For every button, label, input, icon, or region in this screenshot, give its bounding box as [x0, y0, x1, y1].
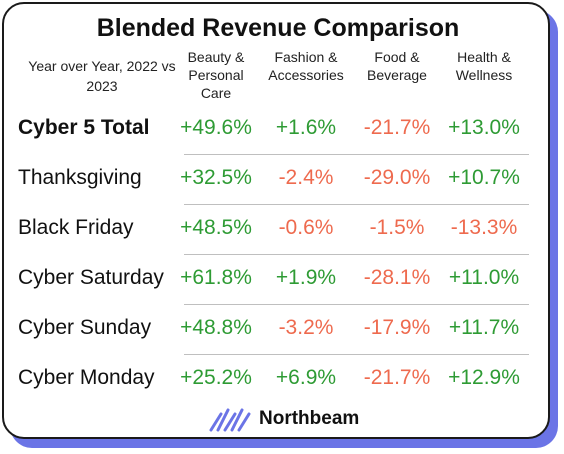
- value-cell: -17.9%: [363, 316, 431, 339]
- table-row: Cyber Monday +25.2% +6.9% -21.7% +12.9%: [4, 356, 552, 406]
- value-cell: -13.3%: [450, 216, 518, 239]
- northbeam-logo: Northbeam: [209, 404, 359, 434]
- value-cell: -1.5%: [369, 216, 425, 239]
- row-label: Black Friday: [18, 216, 134, 239]
- column-header: Fashion & Accessories: [268, 49, 344, 83]
- column-header: Food & Beverage: [367, 49, 427, 83]
- comparison-card: Blended Revenue Comparison Year over Yea…: [2, 2, 550, 439]
- row-label: Cyber Monday: [18, 366, 155, 389]
- chart-title: Blended Revenue Comparison: [96, 14, 460, 42]
- value-cell: +10.7%: [448, 166, 520, 189]
- table-row: Thanksgiving +32.5% -2.4% -29.0% +10.7%: [4, 156, 552, 206]
- value-cell: -2.4%: [278, 166, 334, 189]
- row-label: Cyber 5 Total: [18, 116, 150, 139]
- row-label: Thanksgiving: [18, 166, 142, 189]
- row-divider: [184, 304, 529, 305]
- row-divider: [184, 254, 529, 255]
- value-cell: +1.6%: [275, 116, 337, 139]
- row-divider: [184, 204, 529, 205]
- table-row: Cyber Saturday +61.8% +1.9% -28.1% +11.0%: [4, 256, 552, 306]
- value-cell: +48.5%: [180, 216, 252, 239]
- chart-subtitle: Year over Year, 2022 vs 2023: [22, 56, 182, 96]
- column-header: Beauty & Personal Care: [187, 49, 245, 101]
- value-cell: +32.5%: [180, 166, 252, 189]
- value-cell: +49.6%: [180, 116, 252, 139]
- row-divider: [184, 354, 529, 355]
- table-row: Black Friday +48.5% -0.6% -1.5% -13.3%: [4, 206, 552, 256]
- value-cell: -21.7%: [363, 116, 431, 139]
- brand-name: Northbeam: [259, 408, 360, 429]
- chart-subtitle-text: Year over Year, 2022 vs 2023: [28, 58, 176, 94]
- table-row: Cyber Sunday +48.8% -3.2% -17.9% +11.7%: [4, 306, 552, 356]
- table-row: Cyber 5 Total +49.6% +1.6% -21.7% +13.0%: [4, 106, 552, 156]
- column-header: Health & Wellness: [455, 49, 513, 83]
- value-cell: +25.2%: [180, 366, 252, 389]
- value-cell: -28.1%: [363, 266, 431, 289]
- value-cell: -21.7%: [363, 366, 431, 389]
- value-cell: +61.8%: [180, 266, 252, 289]
- value-cell: +11.0%: [448, 266, 520, 289]
- northbeam-logo-icon: [209, 408, 251, 432]
- row-label: Cyber Saturday: [18, 266, 164, 289]
- value-cell: -29.0%: [363, 166, 431, 189]
- value-cell: +12.9%: [448, 366, 520, 389]
- value-cell: +11.7%: [448, 316, 520, 339]
- value-cell: +48.8%: [180, 316, 252, 339]
- value-cell: -0.6%: [278, 216, 334, 239]
- value-cell: +6.9%: [275, 366, 337, 389]
- row-divider: [184, 154, 529, 155]
- row-label: Cyber Sunday: [18, 316, 152, 339]
- value-cell: +1.9%: [275, 266, 337, 289]
- value-cell: +13.0%: [448, 116, 520, 139]
- value-cell: -3.2%: [278, 316, 334, 339]
